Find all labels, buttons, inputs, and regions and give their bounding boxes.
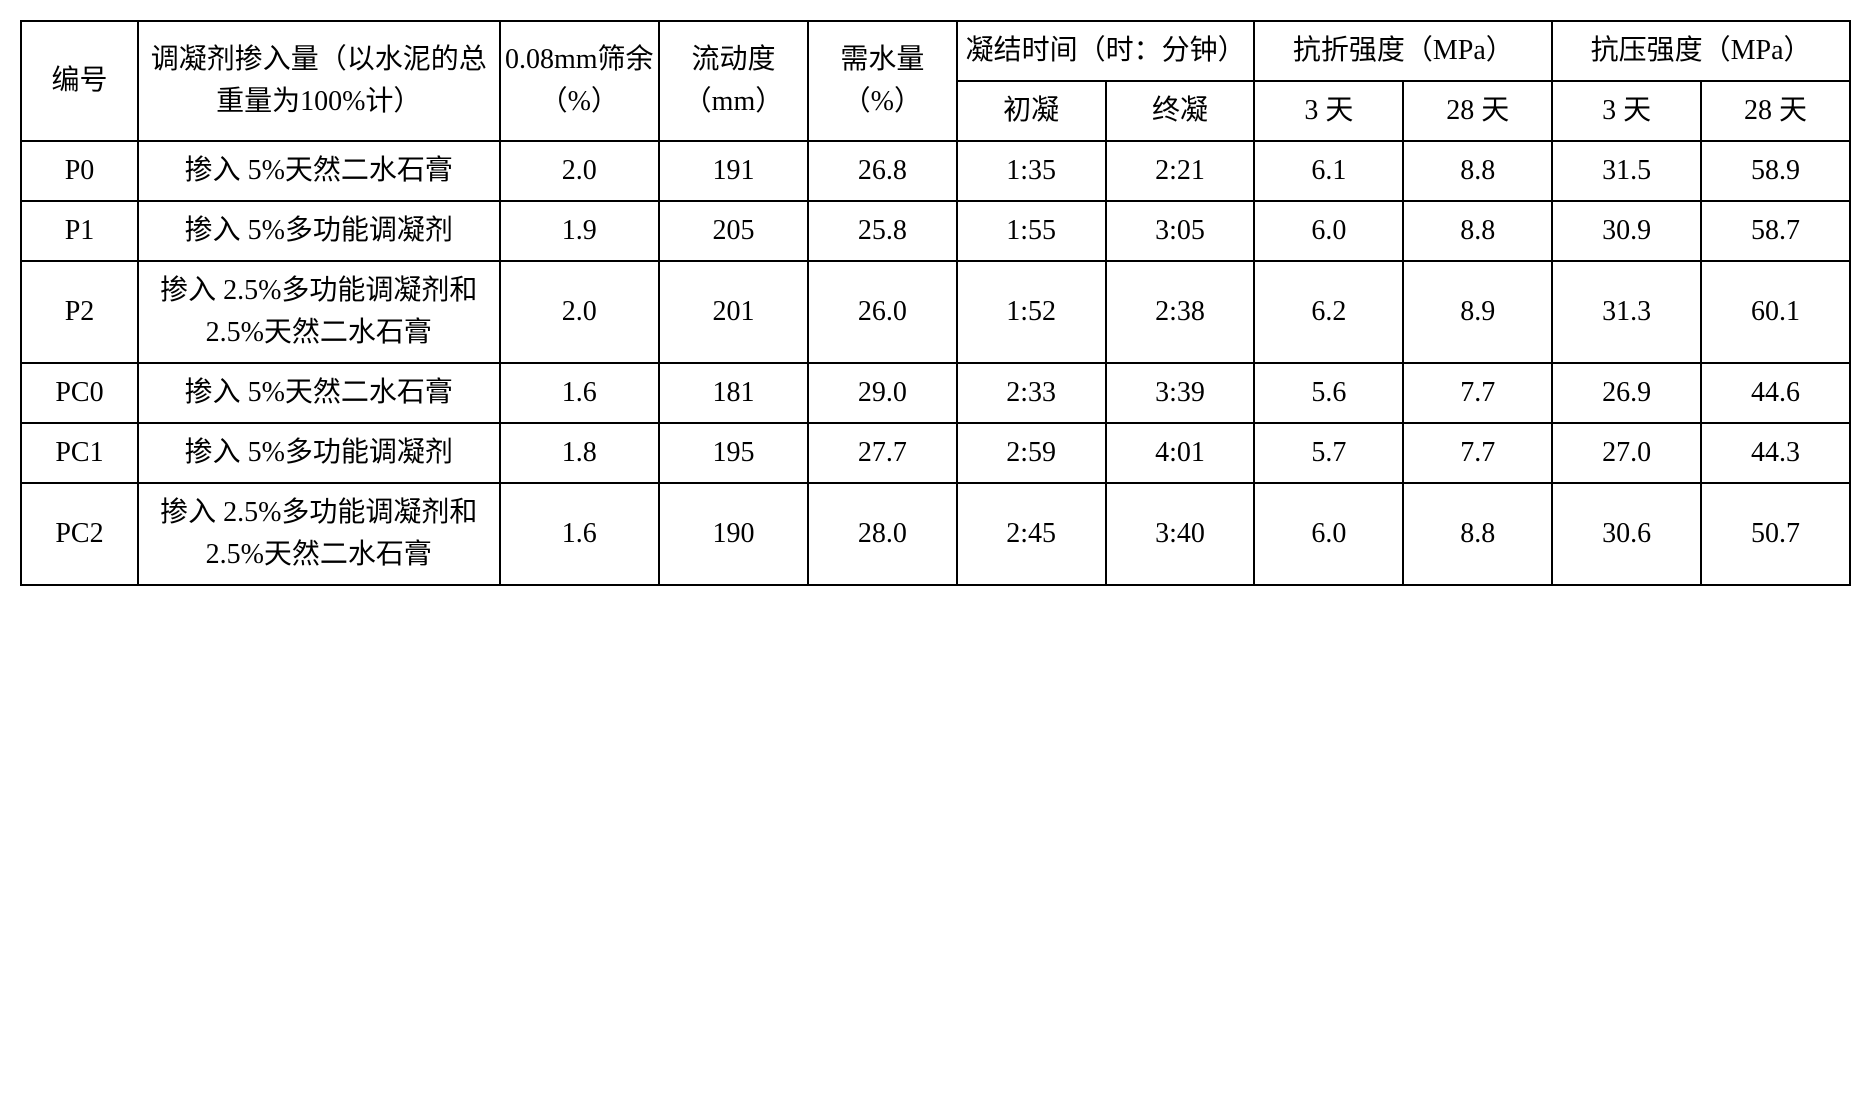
header-flow: 流动度（mm） — [659, 21, 808, 141]
cell-additive: 掺入 5%天然二水石膏 — [138, 363, 500, 423]
cell-comp-28d: 44.3 — [1701, 423, 1850, 483]
cell-final-set: 3:40 — [1106, 483, 1255, 585]
cell-flex-28d: 8.8 — [1403, 483, 1552, 585]
cell-id: P2 — [21, 261, 138, 363]
table-row: P2掺入 2.5%多功能调凝剂和 2.5%天然二水石膏2.020126.01:5… — [21, 261, 1850, 363]
cell-comp-28d: 58.9 — [1701, 141, 1850, 201]
header-row-1: 编号 调凝剂掺入量（以水泥的总重量为100%计） 0.08mm筛余（%） 流动度… — [21, 21, 1850, 81]
cell-initial-set: 1:55 — [957, 201, 1106, 261]
cell-additive: 掺入 2.5%多功能调凝剂和 2.5%天然二水石膏 — [138, 483, 500, 585]
cell-comp-3d: 31.3 — [1552, 261, 1701, 363]
cell-comp-3d: 26.9 — [1552, 363, 1701, 423]
cell-flow: 191 — [659, 141, 808, 201]
cell-initial-set: 2:33 — [957, 363, 1106, 423]
cell-flex-28d: 7.7 — [1403, 423, 1552, 483]
cement-properties-table: 编号 调凝剂掺入量（以水泥的总重量为100%计） 0.08mm筛余（%） 流动度… — [20, 20, 1851, 586]
cell-id: PC2 — [21, 483, 138, 585]
cell-final-set: 3:39 — [1106, 363, 1255, 423]
header-compressive: 抗压强度（MPa） — [1552, 21, 1850, 81]
cell-water: 26.8 — [808, 141, 957, 201]
header-flex-28d: 28 天 — [1403, 81, 1552, 141]
cell-sieve: 2.0 — [500, 141, 660, 201]
header-flexural: 抗折强度（MPa） — [1254, 21, 1552, 81]
cell-final-set: 3:05 — [1106, 201, 1255, 261]
cell-final-set: 2:21 — [1106, 141, 1255, 201]
cell-initial-set: 1:52 — [957, 261, 1106, 363]
cell-initial-set: 2:59 — [957, 423, 1106, 483]
cell-comp-28d: 50.7 — [1701, 483, 1850, 585]
cell-initial-set: 1:35 — [957, 141, 1106, 201]
cell-id: PC0 — [21, 363, 138, 423]
table-body: P0掺入 5%天然二水石膏2.019126.81:352:216.18.831.… — [21, 141, 1850, 585]
cell-id: P1 — [21, 201, 138, 261]
cell-water: 26.0 — [808, 261, 957, 363]
cell-comp-28d: 58.7 — [1701, 201, 1850, 261]
header-additive: 调凝剂掺入量（以水泥的总重量为100%计） — [138, 21, 500, 141]
cell-flex-3d: 6.0 — [1254, 483, 1403, 585]
cell-comp-3d: 27.0 — [1552, 423, 1701, 483]
cell-additive: 掺入 2.5%多功能调凝剂和 2.5%天然二水石膏 — [138, 261, 500, 363]
header-initial-set: 初凝 — [957, 81, 1106, 141]
table-row: PC0掺入 5%天然二水石膏1.618129.02:333:395.67.726… — [21, 363, 1850, 423]
cell-water: 25.8 — [808, 201, 957, 261]
cell-flex-3d: 5.7 — [1254, 423, 1403, 483]
table-row: P0掺入 5%天然二水石膏2.019126.81:352:216.18.831.… — [21, 141, 1850, 201]
header-sieve: 0.08mm筛余（%） — [500, 21, 660, 141]
header-final-set: 终凝 — [1106, 81, 1255, 141]
cell-water: 28.0 — [808, 483, 957, 585]
cell-flex-3d: 6.0 — [1254, 201, 1403, 261]
cell-flex-3d: 6.2 — [1254, 261, 1403, 363]
table-row: P1掺入 5%多功能调凝剂1.920525.81:553:056.08.830.… — [21, 201, 1850, 261]
cell-additive: 掺入 5%多功能调凝剂 — [138, 201, 500, 261]
cell-flex-28d: 8.8 — [1403, 141, 1552, 201]
cell-water: 27.7 — [808, 423, 957, 483]
table-row: PC1掺入 5%多功能调凝剂1.819527.72:594:015.77.727… — [21, 423, 1850, 483]
cell-id: PC1 — [21, 423, 138, 483]
header-setting-time: 凝结时间（时：分钟） — [957, 21, 1255, 81]
cell-flow: 181 — [659, 363, 808, 423]
cell-comp-28d: 60.1 — [1701, 261, 1850, 363]
cell-id: P0 — [21, 141, 138, 201]
cell-initial-set: 2:45 — [957, 483, 1106, 585]
table-header: 编号 调凝剂掺入量（以水泥的总重量为100%计） 0.08mm筛余（%） 流动度… — [21, 21, 1850, 141]
cell-flex-28d: 8.9 — [1403, 261, 1552, 363]
cell-flex-3d: 6.1 — [1254, 141, 1403, 201]
table-row: PC2掺入 2.5%多功能调凝剂和 2.5%天然二水石膏1.619028.02:… — [21, 483, 1850, 585]
cell-comp-3d: 31.5 — [1552, 141, 1701, 201]
cell-sieve: 1.6 — [500, 483, 660, 585]
cell-sieve: 1.8 — [500, 423, 660, 483]
cell-sieve: 1.9 — [500, 201, 660, 261]
cell-flow: 190 — [659, 483, 808, 585]
cell-flow: 201 — [659, 261, 808, 363]
cell-flex-28d: 8.8 — [1403, 201, 1552, 261]
header-comp-28d: 28 天 — [1701, 81, 1850, 141]
cell-flow: 205 — [659, 201, 808, 261]
cell-final-set: 4:01 — [1106, 423, 1255, 483]
cell-additive: 掺入 5%多功能调凝剂 — [138, 423, 500, 483]
cell-comp-28d: 44.6 — [1701, 363, 1850, 423]
cell-comp-3d: 30.9 — [1552, 201, 1701, 261]
cell-flex-3d: 5.6 — [1254, 363, 1403, 423]
cell-flow: 195 — [659, 423, 808, 483]
cell-additive: 掺入 5%天然二水石膏 — [138, 141, 500, 201]
header-id: 编号 — [21, 21, 138, 141]
cell-water: 29.0 — [808, 363, 957, 423]
header-flex-3d: 3 天 — [1254, 81, 1403, 141]
cell-final-set: 2:38 — [1106, 261, 1255, 363]
cell-flex-28d: 7.7 — [1403, 363, 1552, 423]
header-water: 需水量（%） — [808, 21, 957, 141]
cell-sieve: 1.6 — [500, 363, 660, 423]
header-comp-3d: 3 天 — [1552, 81, 1701, 141]
cell-comp-3d: 30.6 — [1552, 483, 1701, 585]
cell-sieve: 2.0 — [500, 261, 660, 363]
